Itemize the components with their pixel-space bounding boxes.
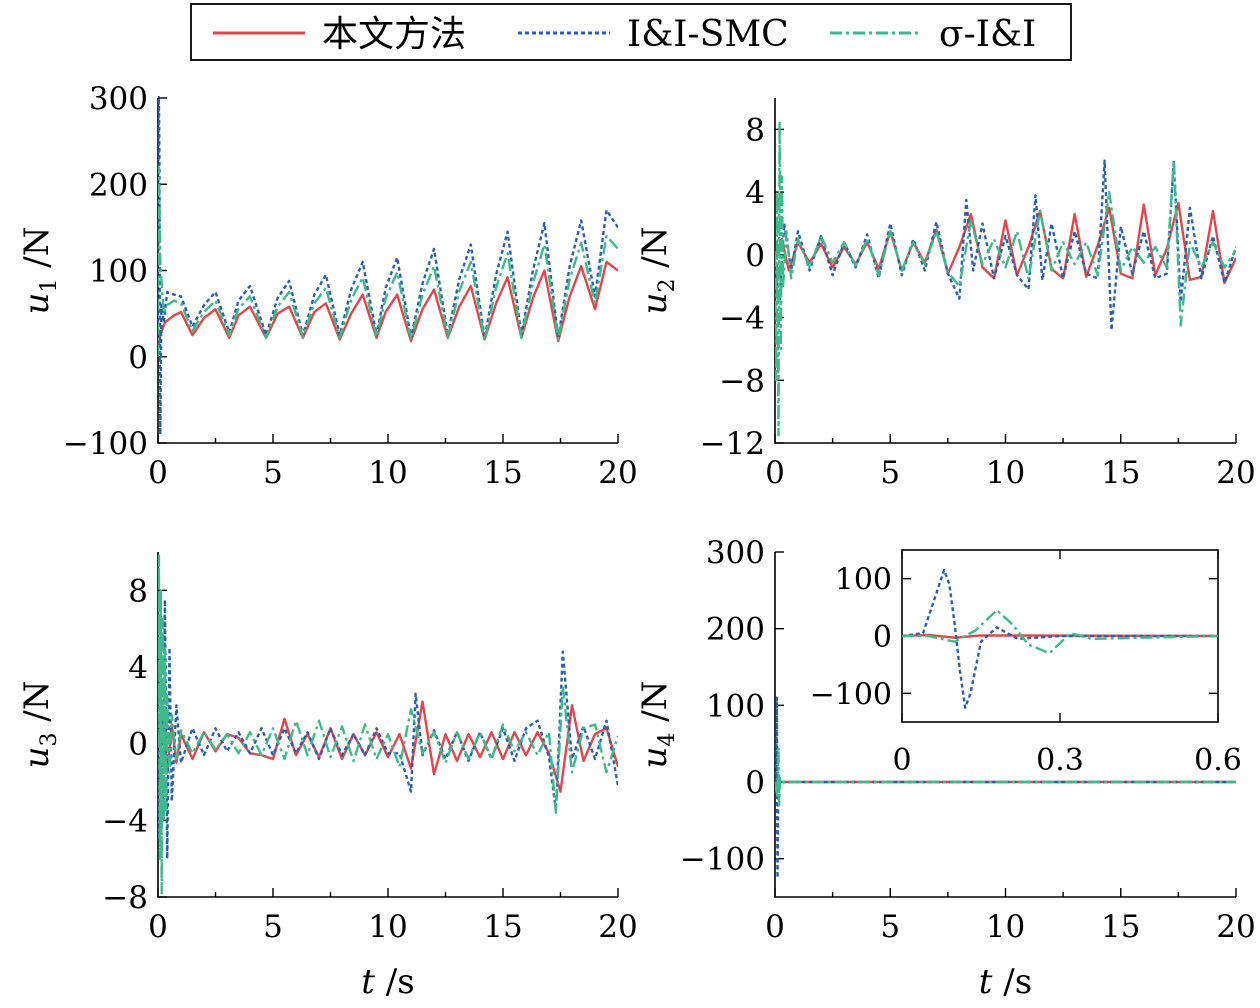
series-line-sigma-ii: [158, 165, 618, 357]
series-line-sigma-ii: [775, 746, 1236, 807]
y-tick-label: 300: [706, 535, 765, 571]
y-tick-label: 8: [745, 112, 765, 148]
inset-y-tick-label: 0: [873, 620, 892, 655]
y-tick-label: −8: [102, 880, 148, 916]
series-line-ii-smc: [775, 696, 1236, 879]
axis-frame: [157, 552, 618, 898]
y-tick-label: 4: [745, 175, 765, 211]
y-tick-label: −100: [63, 426, 148, 462]
x-tick-label: 5: [263, 455, 283, 491]
x-tick-label: 20: [1216, 455, 1255, 491]
y-tick-label: 300: [89, 81, 148, 117]
inset-y-tick-label: 100: [835, 563, 892, 598]
x-tick-label: 10: [368, 909, 407, 945]
inset-x-tick-label: 0.3: [1036, 743, 1084, 778]
legend: 本文方法 I&I-SMC σ-I&I: [190, 3, 1072, 61]
series-line-ii-smc: [775, 159, 1236, 332]
y-tick-label: 200: [89, 167, 148, 203]
series-line-ii-smc: [158, 598, 618, 860]
y-axis-label: u3 /N: [17, 681, 62, 769]
y-tick-label: 200: [706, 612, 765, 648]
series-line-sigma-ii: [775, 120, 1236, 437]
y-tick-label: 0: [128, 727, 148, 763]
x-tick-label: 15: [1101, 455, 1140, 491]
inset-x-tick-label: 0: [892, 743, 911, 778]
x-tick-label: 20: [1216, 909, 1255, 945]
series-line-sigma-ii: [158, 554, 618, 895]
y-tick-label: −100: [680, 842, 765, 878]
x-tick-label: 20: [598, 455, 637, 491]
inset-series-line-ii-smc: [902, 568, 1218, 709]
x-axis-label: t /s: [361, 962, 414, 1002]
x-tick-label: 15: [483, 455, 522, 491]
x-tick-label: 5: [263, 909, 283, 945]
y-tick-label: −8: [719, 363, 765, 399]
y-tick-label: −4: [719, 301, 765, 337]
y-axis-label: u1 /N: [17, 227, 62, 315]
y-tick-label: 4: [128, 650, 148, 686]
y-tick-label: 0: [745, 238, 765, 274]
panel-u2: 0 5 10 15 20 −12 −8 −4 0 4 8 u2 /N: [635, 98, 1256, 491]
x-tick-label: 0: [765, 909, 785, 945]
x-tick-label: 0: [765, 455, 785, 491]
legend-frame: [190, 3, 1072, 61]
x-tick-label: 0: [148, 909, 168, 945]
y-tick-label: −12: [700, 426, 765, 462]
panel-u3: 0 5 10 15 20 −8 −4 0 4 8 u3 /N t /s: [17, 552, 638, 1002]
series-line-ii-smc: [158, 96, 618, 436]
series-line-proposed: [158, 700, 618, 793]
y-tick-label: −4: [102, 803, 148, 839]
x-tick-label: 5: [880, 909, 900, 945]
x-tick-label: 10: [986, 455, 1025, 491]
y-tick-label: 100: [89, 254, 148, 290]
x-tick-label: 5: [880, 455, 900, 491]
axis-frame: [774, 98, 1236, 444]
y-tick-label: 8: [128, 573, 148, 609]
x-axis-label: t /s: [979, 962, 1032, 1002]
inset-series-line-sigma-ii: [902, 609, 1218, 655]
legend-label-ii-smc: I&I-SMC: [627, 14, 789, 55]
x-tick-label: 15: [1101, 909, 1140, 945]
x-tick-label: 10: [368, 455, 407, 491]
inset-x-tick-label: 0.6: [1194, 743, 1242, 778]
x-tick-label: 15: [483, 909, 522, 945]
inset-y-tick-label: −100: [810, 677, 892, 712]
legend-label-sigma-ii: σ-I&I: [939, 14, 1036, 55]
y-tick-label: 0: [128, 340, 148, 376]
y-tick-label: 100: [706, 688, 765, 724]
x-tick-label: 10: [986, 909, 1025, 945]
x-tick-label: 0: [148, 455, 168, 491]
y-tick-label: 0: [745, 765, 765, 801]
y-axis-label: u2 /N: [635, 227, 680, 315]
x-tick-label: 20: [598, 909, 637, 945]
y-axis-label: u4 /N: [635, 681, 680, 769]
series-line-proposed: [158, 260, 618, 349]
legend-label-proposed: 本文方法: [322, 14, 466, 55]
